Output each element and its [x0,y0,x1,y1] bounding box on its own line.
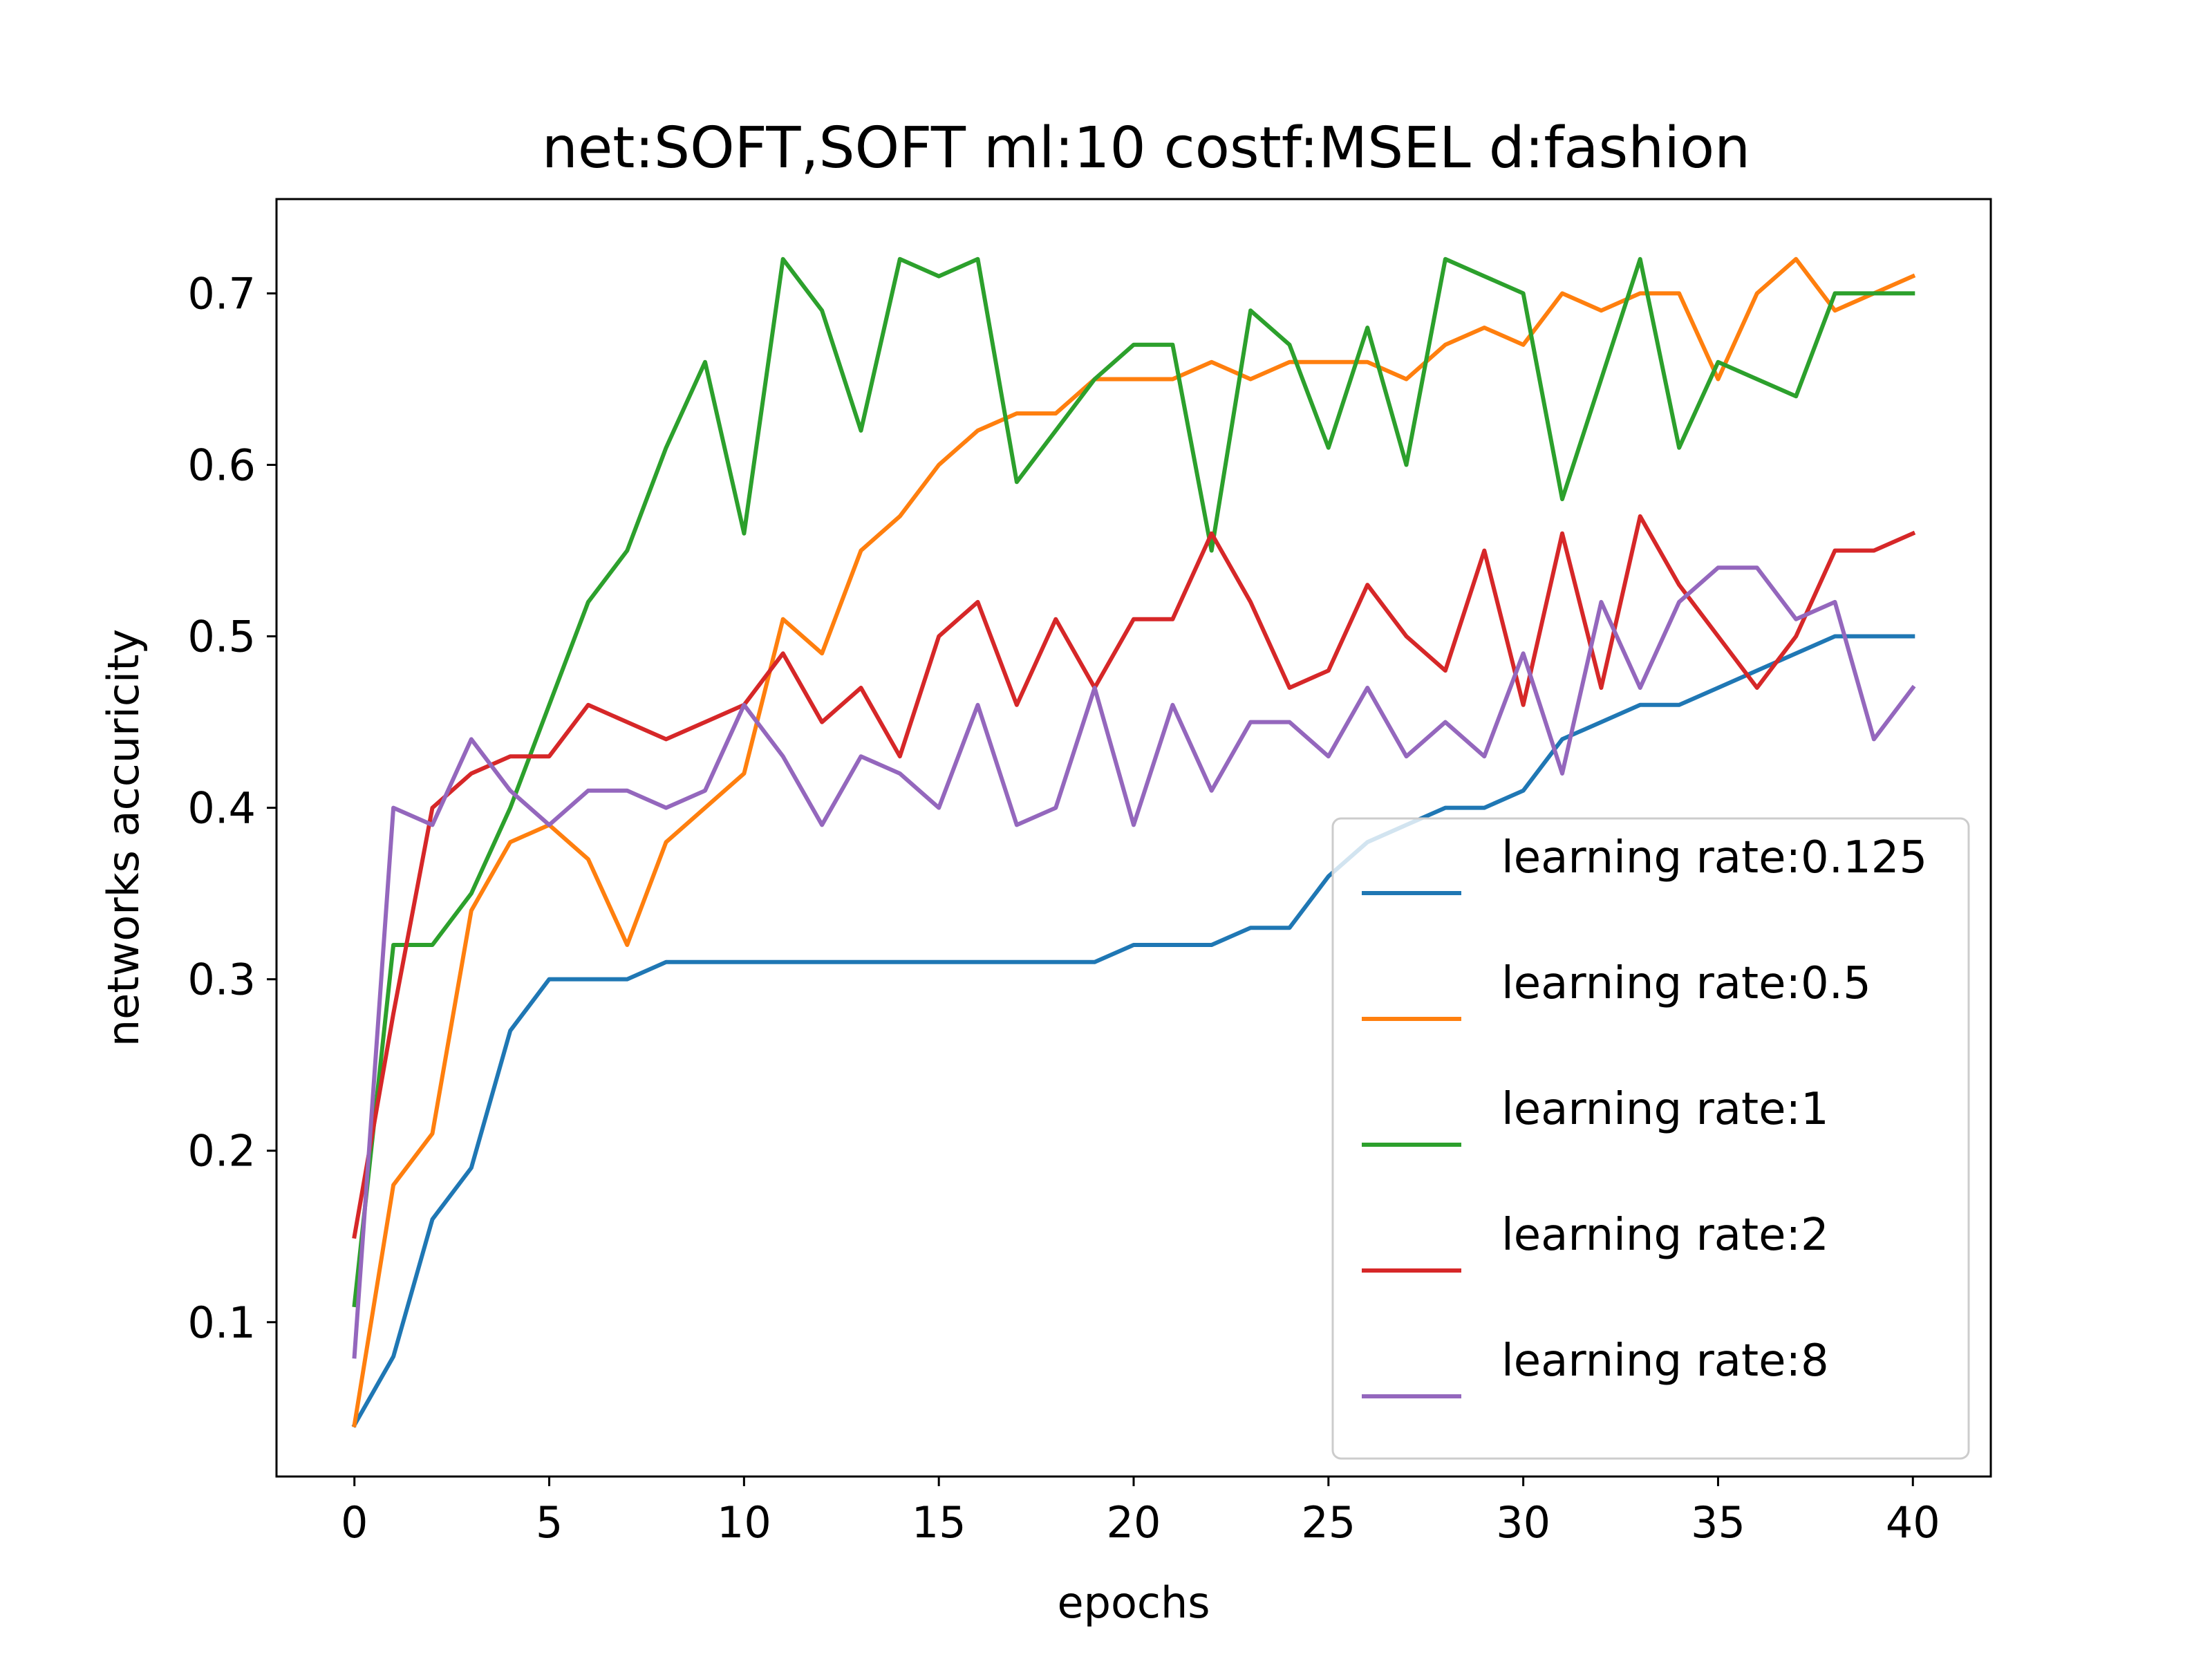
legend-label-3: learning rate:2 [1501,1210,1829,1261]
series-line-2 [352,256,1915,1308]
y-tick-label: 0.7 [187,268,256,319]
legend: learning rate:0.125 learning rate:0.5 lear… [1331,817,1970,1460]
x-tick-label: 35 [1691,1497,1745,1548]
series-line-3 [352,514,1916,1239]
x-tick-label: 25 [1301,1497,1356,1548]
x-tick-label: 30 [1496,1497,1550,1548]
legend-items: learning rate:0.125 learning rate:0.5 lear… [1362,832,1927,1398]
y-tick-label: 0.2 [187,1126,256,1177]
legend-box [1331,817,1970,1460]
x-axis-ticks: 0 5 10 15 20 25 30 35 40 [341,1477,1940,1548]
y-axis-label: networks accuricity [98,629,149,1047]
series-line-4 [352,565,1916,1359]
x-axis-label: epochs [1057,1577,1210,1628]
y-axis-ticks: 0.1 0.2 0.3 0.4 0.5 0.6 0.7 [187,268,276,1348]
legend-label-2: learning rate:1 [1501,1084,1829,1135]
legend-label-0: learning rate:0.125 [1501,832,1927,883]
y-tick-label: 0.1 [187,1297,256,1348]
y-tick-label: 0.5 [187,612,256,662]
y-tick-label: 0.4 [187,783,256,834]
y-tick-label: 0.3 [187,955,256,1005]
x-tick-label: 0 [341,1497,368,1548]
legend-label-1: learning rate:0.5 [1501,958,1871,1009]
chart-title: net:SOFT,SOFT ml:10 costf:MSEL d:fashion [542,115,1750,181]
x-tick-label: 20 [1107,1497,1161,1548]
series-line-1 [352,256,1916,1428]
legend-label-4: learning rate:8 [1501,1335,1829,1387]
y-tick-label: 0.6 [187,440,256,490]
x-tick-label: 10 [717,1497,771,1548]
x-tick-label: 5 [536,1497,563,1548]
x-tick-label: 15 [912,1497,966,1548]
series-line-0 [351,634,1915,1428]
series-layer [351,256,1916,1428]
x-tick-label: 40 [1886,1497,1940,1548]
